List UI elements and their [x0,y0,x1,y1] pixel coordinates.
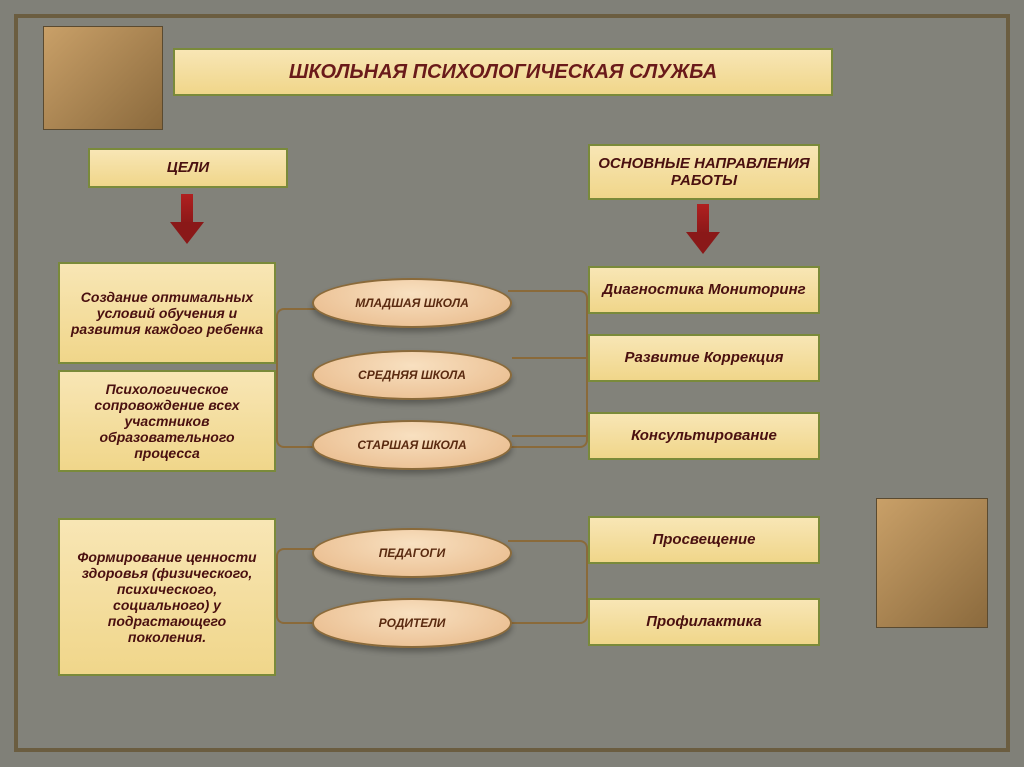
ellipse-2: СРЕДНЯЯ ШКОЛА [312,350,512,400]
directions-header-text: ОСНОВНЫЕ НАПРАВЛЕНИЯ РАБОТЫ [598,155,810,190]
goal-box-2: Психологическое сопровождение всех участ… [58,370,276,472]
direction-box-4: Просвещение [588,516,820,564]
connector-dir-mid [512,357,588,359]
arrow-goals [170,194,204,244]
title-bar: ШКОЛЬНАЯ ПСИХОЛОГИЧЕСКАЯ СЛУЖБА [173,48,833,96]
ellipse-3: СТАРШАЯ ШКОЛА [312,420,512,470]
ellipse-1: МЛАДШАЯ ШКОЛА [312,278,512,328]
diagram-frame: ШКОЛЬНАЯ ПСИХОЛОГИЧЕСКАЯ СЛУЖБА ЦЕЛИ ОСН… [14,14,1010,752]
ellipse-text-4: ПЕДАГОГИ [379,546,446,560]
direction-box-1: Диагностика Мониторинг [588,266,820,314]
connector-goal-3 [276,548,316,624]
goals-header-text: ЦЕЛИ [167,159,209,176]
ellipse-text-5: РОДИТЕЛИ [379,616,446,630]
direction-text-3: Консультирование [631,427,777,444]
goal-box-3: Формирование ценности здоровья (физическ… [58,518,276,676]
direction-text-4: Просвещение [652,531,755,548]
arrow-directions [686,204,720,254]
direction-text-1: Диагностика Мониторинг [602,281,805,298]
ellipse-text-2: СРЕДНЯЯ ШКОЛА [358,368,466,382]
goal-text-2: Психологическое сопровождение всех участ… [68,381,266,461]
goal-text-1: Создание оптимальных условий обучения и … [68,289,266,337]
connector-goal-1 [276,308,316,448]
connector-dir-2 [508,540,588,624]
direction-box-2: Развитие Коррекция [588,334,820,382]
connector-dir-1 [508,290,588,448]
title-text: ШКОЛЬНАЯ ПСИХОЛОГИЧЕСКАЯ СЛУЖБА [289,61,717,84]
direction-box-3: Консультирование [588,412,820,460]
connector-dir-4 [512,435,588,437]
goals-header: ЦЕЛИ [88,148,288,188]
direction-text-5: Профилактика [646,613,761,630]
ellipse-text-1: МЛАДШАЯ ШКОЛА [355,296,469,310]
ellipse-text-3: СТАРШАЯ ШКОЛА [357,438,466,452]
photo-top-left [43,26,163,130]
photo-bottom-right [876,498,988,628]
ellipse-5: РОДИТЕЛИ [312,598,512,648]
goal-text-3: Формирование ценности здоровья (физическ… [68,549,266,646]
direction-box-5: Профилактика [588,598,820,646]
direction-text-2: Развитие Коррекция [624,349,783,366]
goal-box-1: Создание оптимальных условий обучения и … [58,262,276,364]
ellipse-4: ПЕДАГОГИ [312,528,512,578]
directions-header: ОСНОВНЫЕ НАПРАВЛЕНИЯ РАБОТЫ [588,144,820,200]
